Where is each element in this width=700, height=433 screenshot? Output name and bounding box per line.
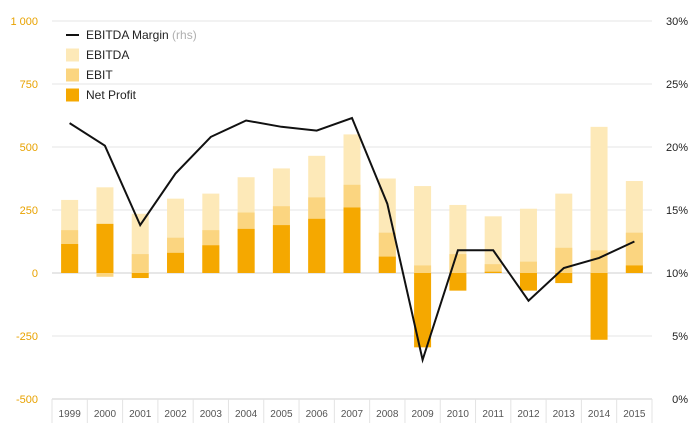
bar-net-profit: [378, 256, 396, 273]
x-tick-label: 2001: [129, 409, 152, 420]
right-tick-label: 20%: [666, 142, 688, 154]
left-tick-label: 750: [20, 79, 38, 91]
bar-ebit: [414, 265, 432, 273]
bar-net-profit: [590, 273, 608, 340]
bar-ebit: [131, 254, 149, 273]
left-axis: -500 -250 0 250 500 750 1 000: [10, 16, 38, 406]
bar-ebitda: [519, 208, 537, 273]
left-tick-label: -500: [16, 394, 38, 406]
bar-net-profit: [131, 273, 149, 279]
bar-ebit: [449, 254, 467, 273]
right-axis: 0% 5% 10% 15% 20% 25% 30%: [666, 16, 688, 406]
x-tick-label: 2013: [553, 409, 576, 420]
right-tick-label: 15%: [666, 205, 688, 217]
bar-net-profit: [343, 207, 361, 273]
bars: [61, 126, 643, 348]
x-tick-label: 2003: [200, 409, 223, 420]
bar-ebit: [96, 273, 114, 277]
legend-label-suffix: (rhs): [169, 28, 197, 42]
x-tick-label: 2006: [306, 409, 329, 420]
left-tick-label: 1 000: [10, 16, 38, 28]
x-tick-label: 2000: [94, 409, 117, 420]
x-tick-label: 2007: [341, 409, 364, 420]
bar-net-profit: [61, 244, 79, 273]
bar-net-profit: [555, 273, 573, 284]
x-tick-label: 2015: [623, 409, 646, 420]
right-tick-label: 5%: [672, 331, 688, 343]
x-tick-label: 2012: [517, 409, 540, 420]
bar-ebitda: [414, 186, 432, 273]
bar-net-profit: [449, 273, 467, 291]
x-tick-label: 2010: [447, 409, 470, 420]
legend: EBITDA Margin (rhs) EBITDA EBIT Net Profit: [66, 28, 197, 102]
bar-ebitda: [590, 126, 608, 273]
legend-swatch-ebit: [66, 68, 79, 82]
bar-net-profit: [484, 271, 502, 273]
x-axis: 1999 2000 2001 2002 2003 2004 2005 2006 2007 2008…: [51, 398, 653, 423]
x-tick-label: 2011: [482, 409, 504, 420]
x-tick-label: 2002: [164, 409, 187, 420]
x-tick-label: 2014: [588, 409, 611, 420]
bar-net-profit: [272, 225, 290, 273]
bar-ebit: [590, 250, 608, 273]
right-tick-label: 0%: [672, 394, 688, 406]
left-tick-label: 500: [20, 142, 38, 154]
bar-net-profit: [519, 273, 537, 291]
bar-net-profit: [237, 228, 255, 273]
x-tick-label: 2008: [376, 409, 399, 420]
legend-label-ebitda: EBITDA: [86, 48, 129, 62]
x-tick-label: 2004: [235, 409, 258, 420]
legend-label-net-profit: Net Profit: [86, 88, 137, 102]
bar-net-profit: [414, 273, 432, 348]
left-tick-label: 250: [20, 205, 38, 217]
ebitda-margin-line: [69, 116, 635, 364]
bar-net-profit: [625, 265, 643, 273]
bar-ebit: [519, 261, 537, 273]
bar-ebit: [484, 264, 502, 273]
x-tick-label: 1999: [59, 409, 82, 420]
x-tick-label: 2009: [411, 409, 434, 420]
bar-ebitda: [484, 216, 502, 273]
legend-label-ebit: EBIT: [86, 68, 113, 82]
margin-line: [69, 116, 635, 364]
left-tick-label: -250: [16, 331, 38, 343]
left-tick-label: 0: [32, 268, 38, 280]
bar-net-profit: [308, 218, 326, 273]
legend-label-ebitda-margin: EBITDA Margin (rhs): [86, 28, 197, 42]
legend-swatch-net-profit: [66, 88, 79, 102]
right-tick-label: 10%: [666, 268, 688, 280]
right-tick-label: 25%: [666, 79, 688, 91]
bar-net-profit: [202, 245, 220, 273]
bar-net-profit: [96, 223, 114, 273]
x-tick-label: 2005: [270, 409, 293, 420]
legend-swatch-ebitda: [66, 48, 79, 62]
bar-net-profit: [167, 252, 185, 273]
right-tick-label: 30%: [666, 16, 688, 28]
